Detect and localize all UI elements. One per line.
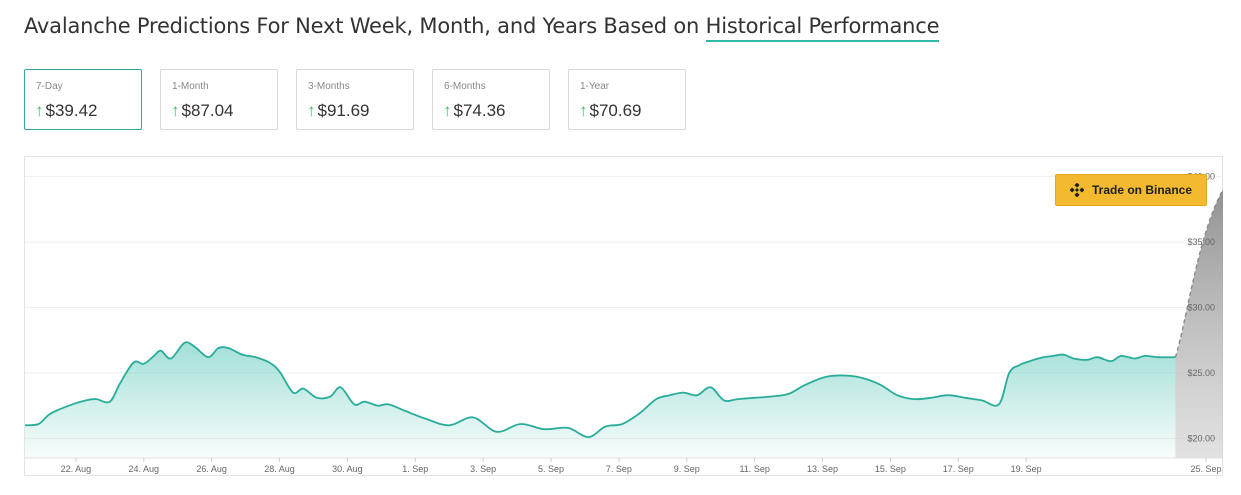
card-value-row: ↑ $91.69 [307, 101, 370, 121]
y-tick-label: $25.00 [1187, 368, 1215, 378]
page-heading: Avalanche Predictions For Next Week, Mon… [24, 14, 940, 42]
card-value: $39.42 [45, 101, 98, 120]
heading-text: Avalanche Predictions For Next Week, Mon… [24, 14, 700, 38]
card-value-row: ↑ $39.42 [35, 101, 98, 121]
x-tick-label: 7. Sep [606, 464, 632, 474]
card-label: 3-Months [308, 81, 350, 92]
card-1-month[interactable]: 1-Month ↑ $87.04 [160, 69, 278, 130]
arrow-up-icon: ↑ [443, 101, 452, 120]
chart-series [24, 189, 1224, 458]
x-tick-label: 3. Sep [470, 464, 496, 474]
x-tick-label: 25. Sep [1191, 464, 1222, 474]
card-value-row: ↑ $74.36 [443, 101, 506, 121]
card-1-year[interactable]: 1-Year ↑ $70.69 [568, 69, 686, 130]
trade-on-binance-button[interactable]: Trade on Binance [1055, 174, 1207, 206]
x-tick-label: 1. Sep [402, 464, 428, 474]
y-tick-label: $30.00 [1187, 303, 1215, 313]
x-tick-label: 26. Aug [196, 464, 227, 474]
historical-performance-link[interactable]: Historical Performance [705, 14, 940, 42]
card-value: $74.36 [453, 101, 506, 120]
trade-button-label: Trade on Binance [1091, 183, 1193, 197]
price-line [24, 341, 1176, 439]
price-area [25, 342, 1176, 458]
card-value-row: ↑ $87.04 [171, 101, 234, 121]
binance-logo-icon [1069, 183, 1084, 197]
forecast-line [1174, 189, 1224, 358]
arrow-up-icon: ↑ [35, 101, 44, 120]
card-value-row: ↑ $70.69 [579, 101, 642, 121]
card-6-months[interactable]: 6-Months ↑ $74.36 [432, 69, 550, 130]
x-tick-label: 5. Sep [538, 464, 564, 474]
arrow-up-icon: ↑ [307, 101, 316, 120]
x-tick-label: 24. Aug [129, 464, 160, 474]
card-label: 7-Day [36, 81, 63, 92]
forecast-area [1175, 189, 1223, 458]
x-tick-label: 19. Sep [1011, 464, 1042, 474]
card-label: 1-Year [580, 81, 610, 92]
y-tick-label: $20.00 [1187, 433, 1215, 443]
card-7-day[interactable]: 7-Day ↑ $39.42 [24, 69, 142, 130]
arrow-up-icon: ↑ [579, 101, 588, 120]
x-tick-label: 22. Aug [61, 464, 92, 474]
x-tick-label: 30. Aug [332, 464, 363, 474]
card-3-months[interactable]: 3-Months ↑ $91.69 [296, 69, 414, 130]
card-value: $70.69 [589, 101, 642, 120]
x-tick-label: 9. Sep [674, 464, 700, 474]
x-axis: 22. Aug 24. Aug 26. Aug 28. Aug 30. Aug 1. Se… [25, 457, 1223, 474]
x-tick-label: 28. Aug [264, 464, 295, 474]
x-tick-label: 17. Sep [943, 464, 974, 474]
card-value: $91.69 [317, 101, 370, 120]
arrow-up-icon: ↑ [171, 101, 180, 120]
x-tick-label: 13. Sep [807, 464, 838, 474]
card-label: 1-Month [172, 81, 209, 92]
card-label: 6-Months [444, 81, 486, 92]
card-value: $87.04 [181, 101, 234, 120]
y-tick-label: $35.00 [1187, 237, 1215, 247]
x-tick-label: 11. Sep [739, 464, 769, 474]
x-tick-label: 15. Sep [875, 464, 906, 474]
